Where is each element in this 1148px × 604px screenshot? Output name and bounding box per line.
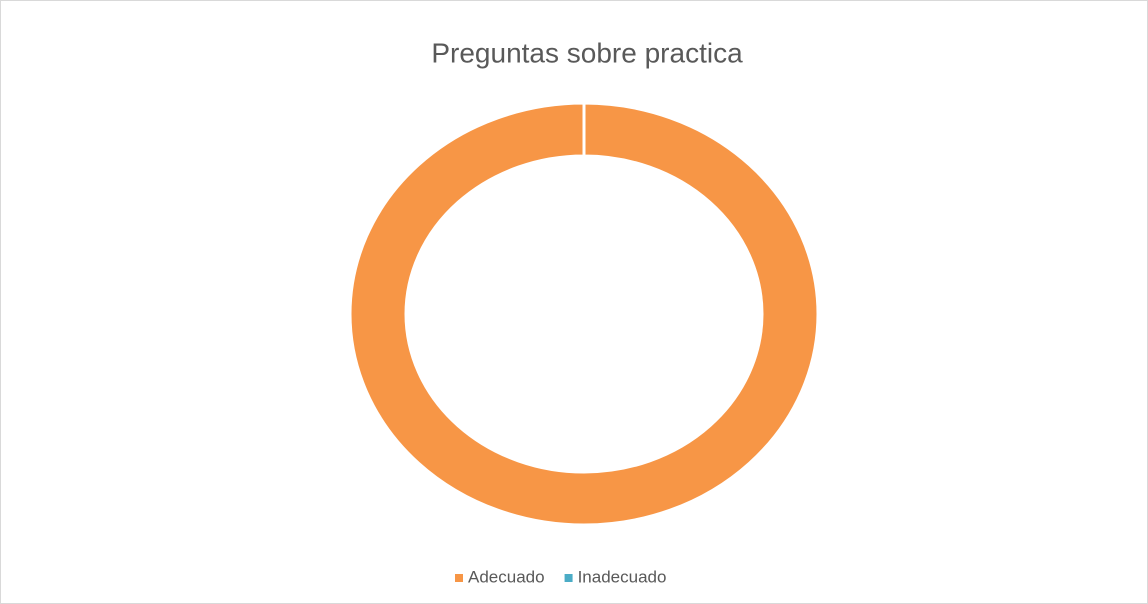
legend-swatch xyxy=(455,574,463,582)
chart-title: Preguntas sobre practica xyxy=(431,37,743,68)
donut-slice xyxy=(348,101,820,527)
legend-label: Adecuado xyxy=(468,567,545,586)
legend-swatch xyxy=(564,574,573,582)
legend-label: Inadecuado xyxy=(578,567,667,586)
